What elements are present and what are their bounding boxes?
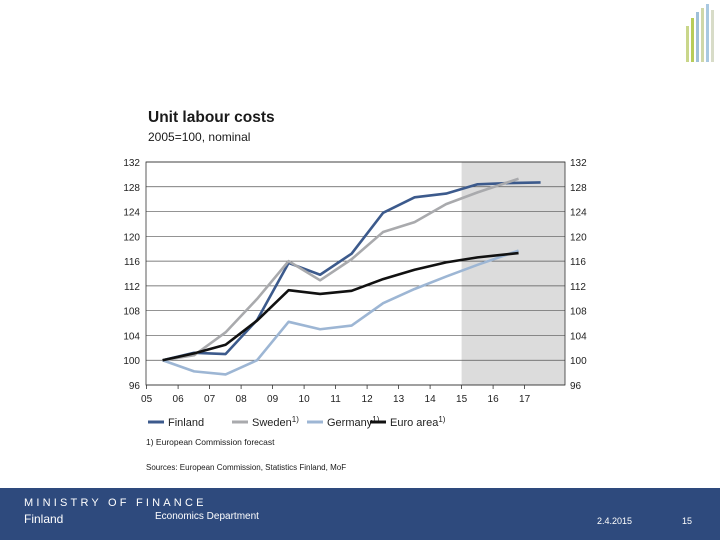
legend-label-finland: Finland — [168, 417, 204, 429]
y-tick-label-left: 128 — [123, 183, 140, 194]
department-name: Economics Department — [155, 511, 259, 522]
series-line-euro-area — [162, 251, 519, 362]
logo-bars-icon — [686, 4, 714, 62]
chart-sources: Sources: European Commission, Statistics… — [146, 463, 347, 472]
x-tick-label: 15 — [456, 394, 468, 405]
x-tick-label: 05 — [141, 394, 153, 405]
slide-date: 2.4.2015 — [597, 516, 633, 526]
forecast-shade — [461, 162, 565, 385]
ministry-name: MINISTRY OF FINANCE — [24, 497, 207, 509]
legend-label-sweden: Sweden1) — [252, 415, 299, 429]
chart-subtitle: 2005=100, nominal — [148, 130, 251, 144]
legend-label-euro-area: Euro area1) — [390, 415, 446, 429]
x-tick-label: 17 — [519, 394, 531, 405]
y-tick-label-left: 132 — [123, 158, 140, 169]
y-tick-label-left: 100 — [123, 356, 140, 367]
x-tick-label: 14 — [425, 394, 437, 405]
chart-title: Unit labour costs — [148, 109, 275, 126]
y-tick-label-left: 120 — [123, 232, 140, 243]
y-tick-label-right: 116 — [570, 257, 586, 268]
plot-frame — [145, 161, 566, 386]
x-tick-label: 13 — [393, 394, 405, 405]
y-tick-label-left: 96 — [129, 381, 141, 392]
x-tick-label: 11 — [330, 394, 341, 405]
chart-footnote: 1) European Commission forecast — [146, 437, 275, 447]
x-tick-label: 06 — [173, 394, 185, 405]
y-tick-label-left: 108 — [123, 307, 140, 318]
y-tick-label-right: 100 — [570, 356, 587, 367]
y-tick-label-right: 108 — [570, 307, 587, 318]
series-line-sweden — [162, 177, 519, 362]
y-tick-label-right: 104 — [570, 331, 587, 342]
country-name: Finland — [24, 512, 64, 526]
y-tick-label-left: 112 — [124, 282, 140, 293]
x-tick-label: 07 — [204, 394, 216, 405]
x-tick-label: 08 — [236, 394, 248, 405]
y-tick-label-right: 96 — [570, 381, 582, 392]
y-tick-label-left: 124 — [123, 208, 140, 219]
legend-label-germany: Germany1) — [327, 415, 380, 429]
x-tick-label: 09 — [267, 394, 279, 405]
y-tick-label-left: 104 — [123, 331, 140, 342]
y-tick-label-right: 132 — [570, 158, 587, 169]
y-tick-label-right: 112 — [570, 282, 586, 293]
series-line-germany — [162, 249, 519, 376]
series-line-finland — [162, 181, 541, 362]
y-tick-label-right: 120 — [570, 232, 587, 243]
y-tick-label-left: 116 — [124, 257, 140, 268]
y-tick-label-right: 128 — [570, 183, 587, 194]
y-tick-label-right: 124 — [570, 208, 587, 219]
x-tick-label: 12 — [362, 394, 374, 405]
x-tick-label: 16 — [488, 394, 500, 405]
page-number: 15 — [682, 516, 693, 526]
footer-bar: MINISTRY OF FINANCE Finland Economics De… — [0, 488, 720, 540]
x-tick-label: 10 — [299, 394, 311, 405]
